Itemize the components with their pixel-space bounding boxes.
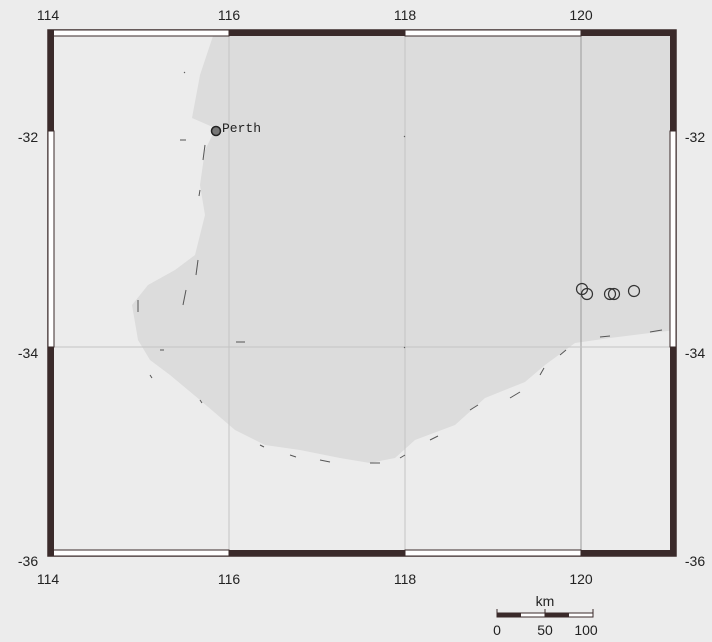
scale-bar-label-0: 0 [493,622,501,638]
scale-bar: km 0 50 100 [493,593,598,638]
map-frame [47,29,677,557]
lon-tick-bottom-120: 120 [569,571,593,587]
event-marker [580,287,594,301]
scale-bar-label-50: 50 [537,622,553,638]
city-label-perth: Perth [222,121,261,136]
lon-tick-top-114: 114 [37,7,60,23]
lon-tick-top-120: 120 [569,7,593,23]
event-markers [575,282,641,301]
lon-tick-bottom-118: 118 [394,571,417,587]
lon-tick-bottom-114: 114 [37,571,60,587]
lat-tick-left-36: -36 [18,553,38,569]
lat-tick-right-34: -34 [685,345,705,361]
lat-tick-left-32: -32 [18,129,38,145]
event-marker [627,284,641,298]
coastline-marks [137,71,663,464]
lon-tick-bottom-116: 116 [218,571,241,587]
lat-tick-right-36: -36 [685,553,705,569]
event-marker [607,287,621,301]
scale-bar-unit: km [536,593,555,609]
lat-tick-left-34: -34 [18,345,38,361]
scale-bar-label-100: 100 [574,622,598,638]
lat-tick-right-32: -32 [685,129,705,145]
land-area [48,30,676,463]
lon-tick-top-118: 118 [394,7,417,23]
event-marker [603,287,617,301]
lon-tick-top-116: 116 [218,7,241,23]
city-marker-perth: Perth [210,121,261,137]
